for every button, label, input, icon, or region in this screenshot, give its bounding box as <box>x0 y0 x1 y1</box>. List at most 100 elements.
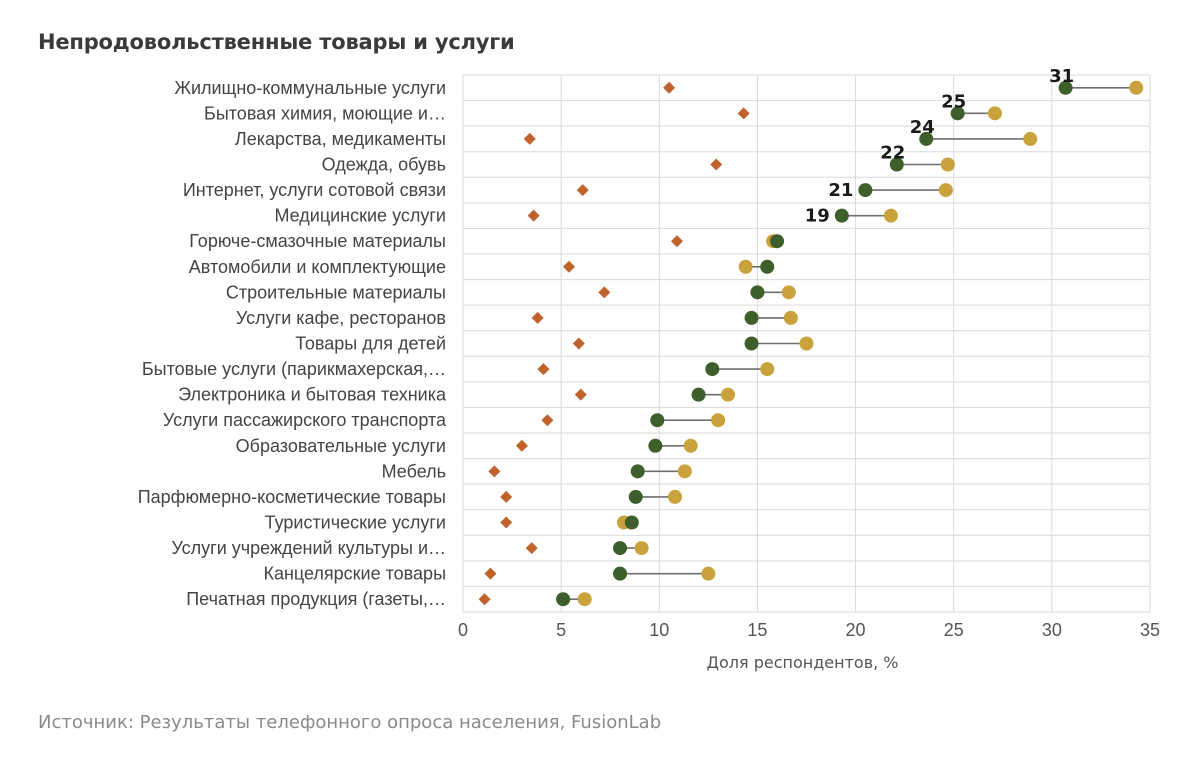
x-tick-label: 0 <box>458 620 468 640</box>
gold-point <box>701 566 716 581</box>
chart-source: Источник: Результаты телефонного опроса … <box>38 712 662 733</box>
dark-point <box>650 413 665 428</box>
x-axis-label: Доля респондентов, % <box>706 653 898 672</box>
category-label: Строительные материалы <box>226 282 446 302</box>
dark-point <box>613 541 628 556</box>
category-label: Услуги учреждений культуры и… <box>171 538 446 558</box>
category-label: Образовательные услуги <box>236 436 446 456</box>
dark-point <box>858 183 873 198</box>
gold-point <box>634 541 649 556</box>
category-label: Медицинские услуги <box>274 206 446 226</box>
gold-point <box>720 387 735 402</box>
data-label: 31 <box>1049 66 1074 87</box>
gold-point <box>1023 131 1038 146</box>
dark-point <box>770 234 785 249</box>
category-label: Туристические услуги <box>265 513 446 533</box>
diamond-point <box>515 439 528 452</box>
x-tick-label: 30 <box>1042 620 1062 640</box>
gold-point <box>760 362 775 377</box>
category-label: Горюче-смазочные материалы <box>189 231 446 251</box>
category-label: Товары для детей <box>295 334 446 354</box>
data-label: 22 <box>880 143 905 164</box>
dark-point <box>834 208 849 223</box>
data-label: 21 <box>828 180 853 201</box>
dark-point <box>556 592 571 607</box>
diamond-point <box>478 593 491 606</box>
diamond-point <box>737 107 750 120</box>
chart-title: Непродовольственные товары и услуги <box>38 30 515 54</box>
data-label: 25 <box>941 91 966 112</box>
category-label: Интернет, услуги сотовой связи <box>183 180 446 200</box>
diamond-point <box>523 132 536 145</box>
x-tick-label: 15 <box>747 620 767 640</box>
gold-point <box>940 157 955 172</box>
dark-point <box>1058 80 1073 95</box>
gold-point <box>667 489 682 504</box>
x-tick-label: 5 <box>556 620 566 640</box>
gold-point <box>711 413 726 428</box>
dark-point <box>889 157 904 172</box>
diamond-point <box>531 311 544 324</box>
category-label: Бытовые услуги (парикмахерская,… <box>142 359 446 379</box>
category-label: Автомобили и комплектующие <box>189 257 446 277</box>
gold-point <box>799 336 814 351</box>
x-tick-label: 35 <box>1140 620 1160 640</box>
diamond-point <box>562 260 575 273</box>
category-label: Печатная продукция (газеты,… <box>186 589 446 609</box>
category-label: Лекарства, медикаменты <box>235 129 446 149</box>
dark-point <box>744 310 759 325</box>
diamond-point <box>484 567 497 580</box>
gold-point <box>938 183 953 198</box>
diamond-point <box>500 490 513 503</box>
diamond-point <box>598 286 611 299</box>
gold-point <box>1129 80 1144 95</box>
dark-point <box>744 336 759 351</box>
gold-point <box>783 310 798 325</box>
gold-point <box>683 438 698 453</box>
x-tick-label: 20 <box>846 620 866 640</box>
gold-point <box>738 259 753 274</box>
dark-point <box>705 362 720 377</box>
diamond-point <box>670 235 683 248</box>
dark-point <box>919 131 934 146</box>
dark-point <box>630 464 645 479</box>
category-label: Мебель <box>382 461 446 481</box>
diamond-point <box>537 363 550 376</box>
category-label: Услуги пассажирского транспорта <box>163 410 447 430</box>
dark-point <box>624 515 639 530</box>
diamond-point <box>576 184 589 197</box>
diamond-point <box>574 388 587 401</box>
category-label: Одежда, обувь <box>322 155 446 175</box>
x-tick-label: 10 <box>649 620 669 640</box>
category-label: Электроника и бытовая техника <box>178 385 447 405</box>
dark-point <box>648 438 663 453</box>
diamond-point <box>663 81 676 94</box>
category-label: Канцелярские товары <box>263 564 446 584</box>
x-tick-label: 25 <box>944 620 964 640</box>
gold-point <box>883 208 898 223</box>
dark-point <box>950 106 965 121</box>
dark-point <box>760 259 775 274</box>
gold-point <box>781 285 796 300</box>
diamond-point <box>710 158 723 171</box>
diamond-point <box>500 516 513 529</box>
data-label: 19 <box>805 206 830 227</box>
diamond-point <box>572 337 585 350</box>
dark-point <box>750 285 765 300</box>
gold-point <box>987 106 1002 121</box>
diamond-point <box>488 465 501 478</box>
category-label: Услуги кафе, ресторанов <box>236 308 446 328</box>
category-label: Жилищно-коммунальные услуги <box>174 78 446 98</box>
dark-point <box>628 489 643 504</box>
gold-point <box>577 592 592 607</box>
diamond-point <box>541 414 554 427</box>
category-label: Парфюмерно-косметические товары <box>138 487 446 507</box>
diamond-point <box>527 209 540 222</box>
dark-point <box>691 387 706 402</box>
data-label: 24 <box>910 117 935 138</box>
diamond-point <box>525 542 538 555</box>
dark-point <box>613 566 628 581</box>
category-label: Бытовая химия, моющие и… <box>204 103 446 123</box>
gold-point <box>677 464 692 479</box>
